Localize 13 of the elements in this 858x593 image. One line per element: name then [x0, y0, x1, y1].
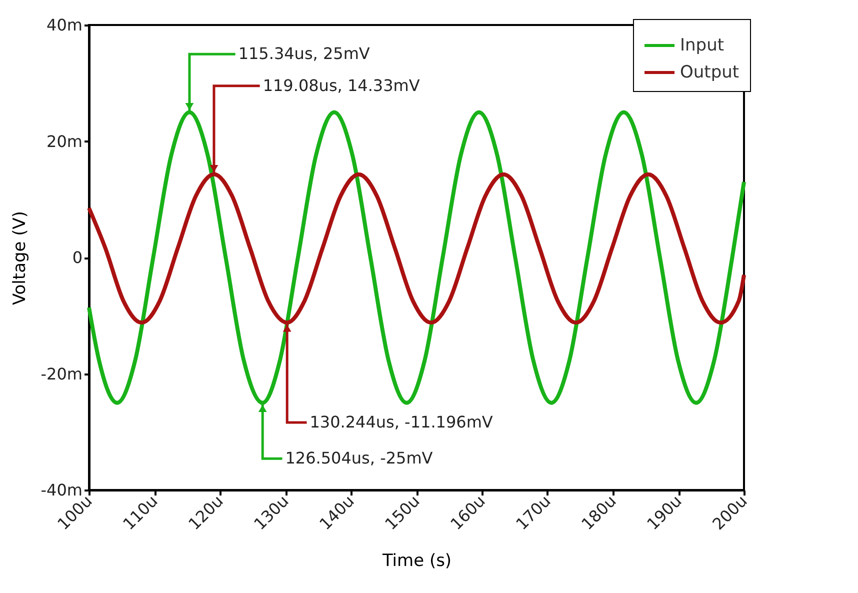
- y-axis-title: Voltage (V): [10, 210, 30, 306]
- y-tick-label: -20m: [40, 364, 82, 384]
- annotation: 119.08us, 14.33mV: [262, 76, 420, 95]
- annotation: 115.34us, 25mV: [238, 44, 370, 64]
- legend-label: Output: [680, 62, 740, 82]
- y-tick-label: -40m: [40, 480, 82, 500]
- annotation: 126.504us, -25mV: [285, 448, 433, 468]
- y-tick-label: 40m: [46, 16, 82, 34]
- legend-label: Input: [680, 36, 724, 56]
- y-tick-label: 0: [72, 248, 82, 267]
- x-axis-title: Time (s): [381, 550, 452, 571]
- y-tick-label: 20m: [46, 132, 82, 151]
- annotation: 130.244us, -11.196mV: [310, 412, 493, 432]
